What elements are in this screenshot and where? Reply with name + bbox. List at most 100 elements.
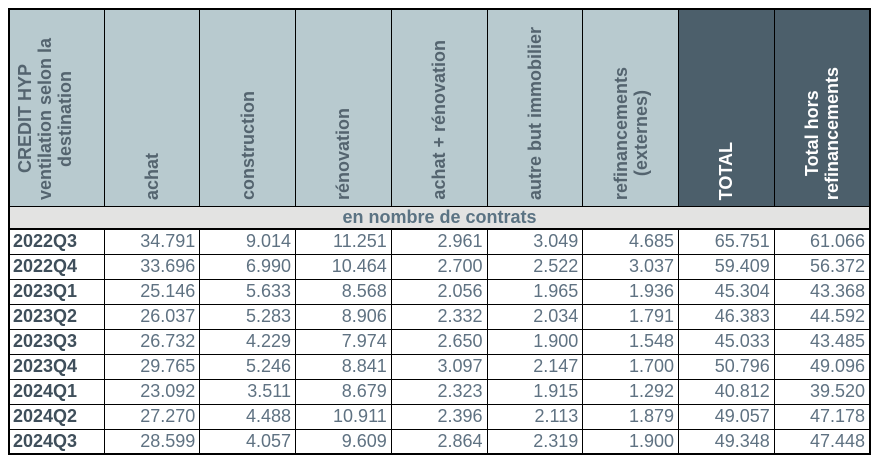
- value-cell: 3.049: [486, 228, 584, 255]
- value-cell: 47.178: [773, 403, 871, 430]
- column-header-wrap: Total hors refinancements: [775, 10, 869, 206]
- value-cell: 1.900: [582, 428, 679, 455]
- row-label: 2022Q3: [8, 228, 105, 255]
- value-cell: 44.592: [773, 303, 871, 330]
- value-cell: 1.915: [486, 378, 584, 405]
- value-cell: 2.332: [390, 303, 488, 330]
- column-header-label: construction: [237, 90, 258, 200]
- value-cell: 2.864: [390, 428, 488, 455]
- value-cell: 61.066: [773, 228, 871, 255]
- column-header-label: autre but immobilier: [524, 26, 545, 200]
- value-cell: 2.113: [486, 403, 584, 430]
- value-cell: 40.812: [678, 378, 775, 405]
- table-row: 2023Q1 25.146 5.633 8.568 2.056 1.965 1.936 45…: [8, 278, 871, 305]
- value-cell: 2.034: [486, 303, 584, 330]
- value-cell: 2.323: [390, 378, 488, 405]
- column-header-cell: TOTAL: [678, 8, 775, 207]
- credit-hyp-table: CREDIT HYP ventilation selon la destinat…: [8, 8, 871, 455]
- row-label: 2023Q3: [8, 328, 105, 355]
- column-header-label: Total hors refinancements: [801, 66, 842, 200]
- value-cell: 10.911: [295, 403, 392, 430]
- table-body: 2022Q3 34.791 9.014 11.251 2.961 3.049 4.685 6…: [8, 228, 871, 455]
- value-cell: 7.974: [295, 328, 392, 355]
- header-row: CREDIT HYP ventilation selon la destinat…: [8, 8, 871, 207]
- value-cell: 9.609: [295, 428, 392, 455]
- row-label: 2023Q1: [8, 278, 105, 305]
- value-cell: 4.229: [199, 328, 296, 355]
- value-cell: 1.879: [582, 403, 679, 430]
- value-cell: 1.791: [582, 303, 679, 330]
- table-header: CREDIT HYP ventilation selon la destinat…: [8, 8, 871, 230]
- column-header-label: achat: [141, 152, 162, 200]
- column-header-cell: achat: [103, 8, 201, 207]
- value-cell: 2.522: [486, 253, 584, 280]
- value-cell: 8.906: [295, 303, 392, 330]
- value-cell: 1.936: [582, 278, 679, 305]
- value-cell: 2.961: [390, 228, 488, 255]
- table-row: 2024Q3 28.599 4.057 9.609 2.864 2.319 1.900 49…: [8, 428, 871, 455]
- column-header-wrap: autre but immobilier: [488, 10, 583, 206]
- corner-header-wrap: CREDIT HYP ventilation selon la destinat…: [10, 10, 104, 206]
- column-header-cell: autre but immobilier: [486, 8, 584, 207]
- value-cell: 26.732: [103, 328, 201, 355]
- row-label: 2024Q1: [8, 378, 105, 405]
- value-cell: 2.650: [390, 328, 488, 355]
- value-cell: 9.014: [199, 228, 296, 255]
- corner-header-cell: CREDIT HYP ventilation selon la destinat…: [8, 8, 105, 207]
- column-header-cell: Total hors refinancements: [773, 8, 871, 207]
- value-cell: 5.633: [199, 278, 296, 305]
- unit-band-row: en nombre de contrats: [8, 206, 871, 230]
- value-cell: 39.520: [773, 378, 871, 405]
- column-header-wrap: achat: [105, 10, 200, 206]
- row-label: 2024Q3: [8, 428, 105, 455]
- column-header-label: rénovation: [333, 107, 354, 200]
- value-cell: 4.685: [582, 228, 679, 255]
- column-header-cell: rénovation: [295, 8, 392, 207]
- value-cell: 34.791: [103, 228, 201, 255]
- value-cell: 3.511: [199, 378, 296, 405]
- value-cell: 43.368: [773, 278, 871, 305]
- value-cell: 25.146: [103, 278, 201, 305]
- value-cell: 3.037: [582, 253, 679, 280]
- value-cell: 45.304: [678, 278, 775, 305]
- row-label: 2023Q2: [8, 303, 105, 330]
- value-cell: 3.097: [390, 353, 488, 380]
- row-label: 2022Q4: [8, 253, 105, 280]
- row-label: 2023Q4: [8, 353, 105, 380]
- table-row: 2022Q3 34.791 9.014 11.251 2.961 3.049 4.685 6…: [8, 228, 871, 255]
- unit-band-label: en nombre de contrats: [8, 206, 871, 230]
- table-row: 2023Q4 29.765 5.246 8.841 3.097 2.147 1.700 50…: [8, 353, 871, 380]
- value-cell: 8.679: [295, 378, 392, 405]
- value-cell: 1.965: [486, 278, 584, 305]
- column-header-label: achat + rénovation: [429, 40, 450, 200]
- table-row: 2024Q1 23.092 3.511 8.679 2.323 1.915 1.292 40…: [8, 378, 871, 405]
- value-cell: 8.841: [295, 353, 392, 380]
- value-cell: 2.056: [390, 278, 488, 305]
- page: CREDIT HYP ventilation selon la destinat…: [8, 8, 871, 455]
- value-cell: 2.396: [390, 403, 488, 430]
- table-row: 2023Q2 26.037 5.283 8.906 2.332 2.034 1.791 46…: [8, 303, 871, 330]
- value-cell: 26.037: [103, 303, 201, 330]
- value-cell: 2.147: [486, 353, 584, 380]
- column-header-wrap: rénovation: [296, 10, 391, 206]
- value-cell: 28.599: [103, 428, 201, 455]
- value-cell: 45.033: [678, 328, 775, 355]
- column-header-wrap: construction: [200, 10, 295, 206]
- table-title: CREDIT HYP ventilation selon la destinat…: [15, 37, 75, 200]
- value-cell: 1.900: [486, 328, 584, 355]
- value-cell: 50.796: [678, 353, 775, 380]
- value-cell: 49.096: [773, 353, 871, 380]
- value-cell: 4.488: [199, 403, 296, 430]
- table-row: 2023Q3 26.732 4.229 7.974 2.650 1.900 1.548 45…: [8, 328, 871, 355]
- value-cell: 1.700: [582, 353, 679, 380]
- value-cell: 10.464: [295, 253, 392, 280]
- value-cell: 49.348: [678, 428, 775, 455]
- value-cell: 8.568: [295, 278, 392, 305]
- value-cell: 47.448: [773, 428, 871, 455]
- table-row: 2022Q4 33.696 6.990 10.464 2.700 2.522 3.037 5…: [8, 253, 871, 280]
- value-cell: 29.765: [103, 353, 201, 380]
- column-header-wrap: achat + rénovation: [392, 10, 487, 206]
- value-cell: 23.092: [103, 378, 201, 405]
- value-cell: 56.372: [773, 253, 871, 280]
- value-cell: 2.700: [390, 253, 488, 280]
